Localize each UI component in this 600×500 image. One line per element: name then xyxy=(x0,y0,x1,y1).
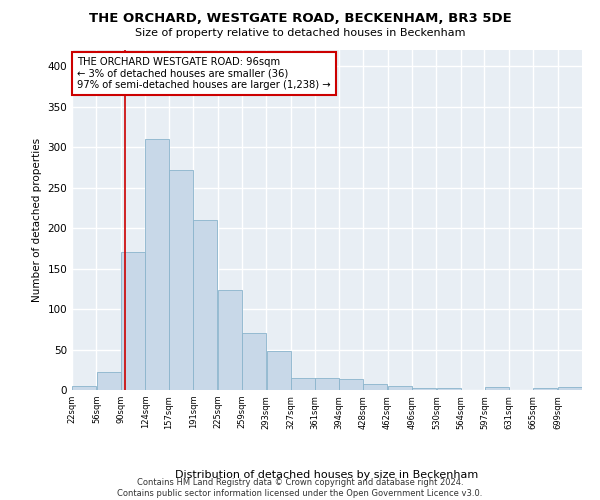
Bar xyxy=(388,386,412,390)
Bar xyxy=(72,386,96,390)
Text: THE ORCHARD WESTGATE ROAD: 96sqm
← 3% of detached houses are smaller (36)
97% of: THE ORCHARD WESTGATE ROAD: 96sqm ← 3% of… xyxy=(77,57,331,90)
Bar xyxy=(485,387,509,390)
X-axis label: Distribution of detached houses by size in Beckenham: Distribution of detached houses by size … xyxy=(175,470,479,480)
Text: Contains HM Land Registry data © Crown copyright and database right 2024.
Contai: Contains HM Land Registry data © Crown c… xyxy=(118,478,482,498)
Text: Size of property relative to detached houses in Beckenham: Size of property relative to detached ho… xyxy=(135,28,465,38)
Bar xyxy=(266,351,290,390)
Bar xyxy=(97,372,121,390)
Bar xyxy=(218,290,242,390)
Bar xyxy=(169,170,193,390)
Bar xyxy=(412,388,436,390)
Bar xyxy=(364,384,388,390)
Bar xyxy=(339,378,363,390)
Bar xyxy=(242,334,266,390)
Bar xyxy=(533,388,557,390)
Bar xyxy=(193,220,217,390)
Text: THE ORCHARD, WESTGATE ROAD, BECKENHAM, BR3 5DE: THE ORCHARD, WESTGATE ROAD, BECKENHAM, B… xyxy=(89,12,511,26)
Bar xyxy=(437,388,461,390)
Bar xyxy=(558,387,582,390)
Bar xyxy=(145,139,169,390)
Bar xyxy=(291,378,315,390)
Y-axis label: Number of detached properties: Number of detached properties xyxy=(32,138,42,302)
Bar xyxy=(121,252,145,390)
Bar xyxy=(315,378,339,390)
